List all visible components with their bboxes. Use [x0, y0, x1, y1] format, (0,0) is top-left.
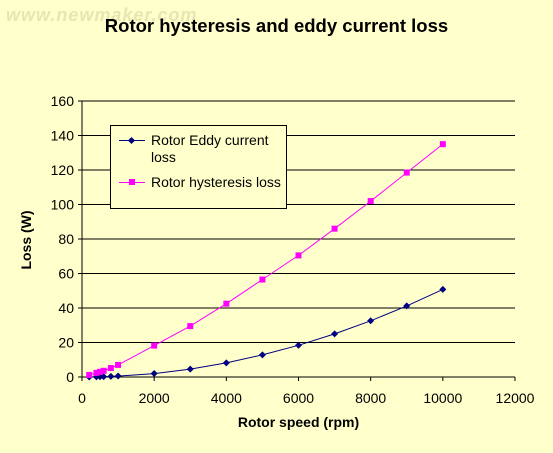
- data-point-s0-8: [222, 359, 230, 367]
- data-point-s1-13: [403, 169, 410, 176]
- data-point-s0-7: [186, 365, 194, 373]
- data-point-s1-0: [86, 371, 93, 378]
- data-point-s1-11: [331, 225, 338, 232]
- y-tick-label-4: 80: [58, 231, 74, 247]
- data-point-s1-7: [187, 323, 194, 330]
- data-point-s0-5: [114, 372, 122, 380]
- y-tick-label-7: 140: [51, 128, 75, 144]
- data-point-s0-12: [367, 317, 375, 325]
- y-tick-label-6: 120: [51, 162, 75, 178]
- data-point-s0-10: [295, 341, 302, 349]
- y-tick-label-1: 20: [58, 335, 74, 351]
- x-tick-label-1: 2000: [139, 390, 170, 406]
- x-tick-label-0: 0: [78, 390, 86, 406]
- data-point-s0-14: [439, 285, 447, 293]
- data-point-s1-3: [100, 367, 107, 374]
- y-tick-label-5: 100: [51, 197, 75, 213]
- y-tick-label-8: 160: [51, 93, 75, 109]
- data-point-s1-2: [97, 368, 104, 375]
- watermark-text: www.newmaker.com: [6, 5, 198, 25]
- data-point-s1-6: [151, 342, 158, 349]
- data-point-s0-3: [100, 373, 108, 381]
- x-tick-label-2: 4000: [211, 390, 242, 406]
- chart-legend: Rotor Eddy current loss Rotor hysteresis…: [110, 125, 287, 209]
- data-point-s0-6: [150, 370, 158, 378]
- legend-marker-hysteresis: [129, 179, 135, 185]
- legend-label-hysteresis: Rotor hysteresis loss: [151, 174, 281, 190]
- data-point-s0-11: [331, 330, 339, 338]
- data-point-s1-9: [259, 276, 266, 283]
- series-line-0: [89, 288, 444, 378]
- data-point-s0-4: [107, 372, 115, 380]
- data-point-s1-8: [223, 300, 230, 307]
- y-tick-label-2: 40: [58, 300, 74, 316]
- data-point-s0-13: [403, 302, 411, 310]
- data-point-s0-9: [258, 351, 266, 359]
- data-point-s1-10: [295, 252, 302, 259]
- x-tick-label-3: 6000: [283, 390, 314, 406]
- y-tick-label-0: 0: [66, 369, 74, 385]
- x-tick-label-5: 10000: [423, 390, 462, 406]
- x-tick-label-4: 8000: [355, 390, 386, 406]
- data-point-s1-14: [439, 141, 446, 148]
- data-point-s1-1: [93, 369, 100, 376]
- y-tick-label-3: 60: [58, 266, 74, 282]
- legend-marker-eddy: [127, 136, 136, 145]
- x-axis-label: Rotor speed (rpm): [237, 414, 360, 430]
- data-point-s1-12: [367, 198, 374, 205]
- data-point-s1-5: [115, 361, 122, 368]
- legend-label-eddy: Rotor Eddy current loss: [151, 132, 269, 165]
- data-point-s1-4: [107, 365, 114, 372]
- x-tick-label-6: 12000: [496, 390, 535, 406]
- chart-title: Rotor hysteresis and eddy current loss: [104, 15, 449, 36]
